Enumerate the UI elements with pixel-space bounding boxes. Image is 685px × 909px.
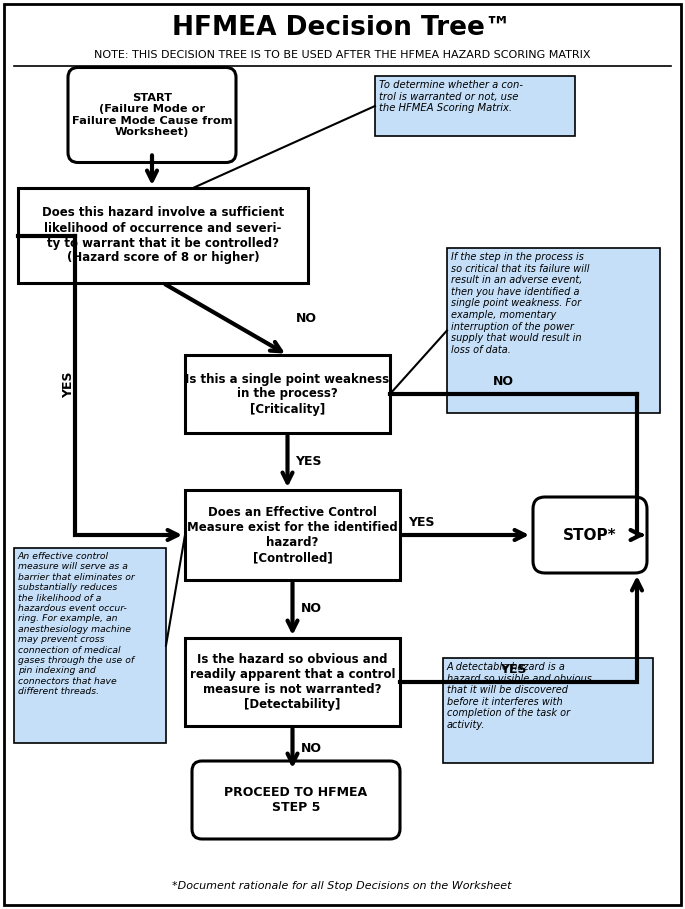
Text: *Document rationale for all Stop Decisions on the Worksheet: *Document rationale for all Stop Decisio… xyxy=(172,881,512,891)
Text: NOTE: THIS DECISION TREE IS TO BE USED AFTER THE HFMEA HAZARD SCORING MATRIX: NOTE: THIS DECISION TREE IS TO BE USED A… xyxy=(94,50,590,60)
Text: A detectable hazard is a
hazard so visible and obvious
that it will be discovere: A detectable hazard is a hazard so visib… xyxy=(447,662,592,730)
Text: Is the hazard so obvious and
readily apparent that a control
measure is not warr: Is the hazard so obvious and readily app… xyxy=(190,653,395,711)
FancyBboxPatch shape xyxy=(192,761,400,839)
Text: START
(Failure Mode or
Failure Mode Cause from
Worksheet): START (Failure Mode or Failure Mode Caus… xyxy=(72,93,232,137)
Text: If the step in the process is
so critical that its failure will
result in an adv: If the step in the process is so critica… xyxy=(451,252,590,355)
FancyBboxPatch shape xyxy=(533,497,647,573)
Text: YES: YES xyxy=(62,372,75,398)
FancyBboxPatch shape xyxy=(185,490,400,580)
Text: NO: NO xyxy=(493,375,514,388)
Text: HFMEA Decision Tree™: HFMEA Decision Tree™ xyxy=(173,15,512,41)
Text: NO: NO xyxy=(301,603,321,615)
Text: Is this a single point weakness
in the process?
[Criticality]: Is this a single point weakness in the p… xyxy=(186,373,390,415)
Text: Does an Effective Control
Measure exist for the identified
hazard?
[Controlled]: Does an Effective Control Measure exist … xyxy=(187,506,398,564)
Text: To determine whether a con-
trol is warranted or not, use
the HFMEA Scoring Matr: To determine whether a con- trol is warr… xyxy=(379,80,523,114)
FancyBboxPatch shape xyxy=(185,638,400,726)
Text: YES: YES xyxy=(408,516,434,529)
FancyBboxPatch shape xyxy=(185,355,390,433)
Text: STOP*: STOP* xyxy=(563,527,616,543)
FancyBboxPatch shape xyxy=(4,4,681,905)
FancyBboxPatch shape xyxy=(68,67,236,163)
Text: PROCEED TO HFMEA
STEP 5: PROCEED TO HFMEA STEP 5 xyxy=(225,786,368,814)
FancyBboxPatch shape xyxy=(447,248,660,413)
Text: NO: NO xyxy=(295,313,316,325)
Text: NO: NO xyxy=(301,742,321,755)
Text: YES: YES xyxy=(295,455,322,468)
Text: An effective control
measure will serve as a
barrier that eliminates or
substant: An effective control measure will serve … xyxy=(18,552,135,696)
Text: YES: YES xyxy=(500,663,527,676)
FancyBboxPatch shape xyxy=(14,548,166,743)
FancyBboxPatch shape xyxy=(18,188,308,283)
FancyBboxPatch shape xyxy=(375,76,575,136)
FancyBboxPatch shape xyxy=(443,658,653,763)
Text: Does this hazard involve a sufficient
likelihood of occurrence and severi-
ty to: Does this hazard involve a sufficient li… xyxy=(42,206,284,265)
